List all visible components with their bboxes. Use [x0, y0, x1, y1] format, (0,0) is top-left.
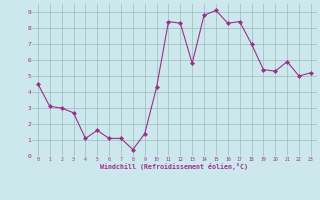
X-axis label: Windchill (Refroidissement éolien,°C): Windchill (Refroidissement éolien,°C): [100, 163, 248, 170]
